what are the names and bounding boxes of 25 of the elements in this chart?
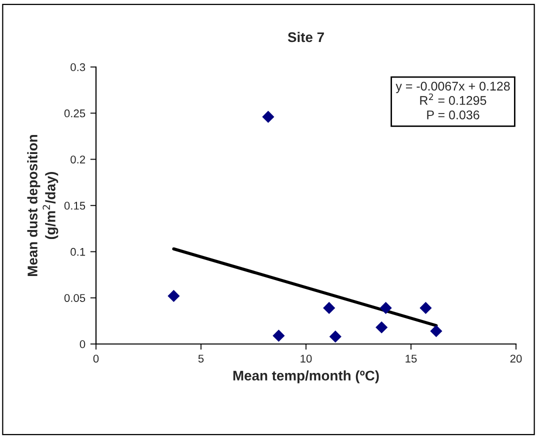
point [262, 110, 274, 123]
chart-title: Site 7 [288, 32, 324, 42]
point [323, 302, 336, 314]
point [430, 325, 442, 338]
point [168, 290, 180, 302]
y-tick-label: 0.2 [70, 156, 86, 164]
y-tick-label: 0.15 [64, 202, 86, 210]
x-tick-label: 0 [93, 354, 99, 363]
x-tick-label: 20 [510, 354, 522, 363]
y-tick-label: 0 [80, 340, 86, 348]
point [329, 330, 342, 343]
y-tick-label: 0.1 [70, 248, 86, 256]
x-axis-title: Mean temp/month (ºC) [233, 370, 379, 384]
point [376, 321, 388, 334]
x-tick-label: 10 [300, 354, 312, 363]
point [272, 330, 285, 342]
y-axis-title: Mean dust deposition (g/m$^{2}$/day) [27, 134, 58, 276]
y-tick-label: 0.3 [70, 63, 86, 72]
y-tick-label: 0.25 [64, 109, 86, 118]
point [380, 302, 392, 314]
point [420, 302, 432, 314]
annotation: y = -0.0067x + 0.128 R$^{2}$ = 0.1295 P = 0.036 [396, 82, 510, 120]
x-tick-label: 15 [406, 354, 417, 363]
y-tick-label: 0.05 [64, 294, 86, 302]
x-tick-label: 5 [198, 354, 204, 363]
